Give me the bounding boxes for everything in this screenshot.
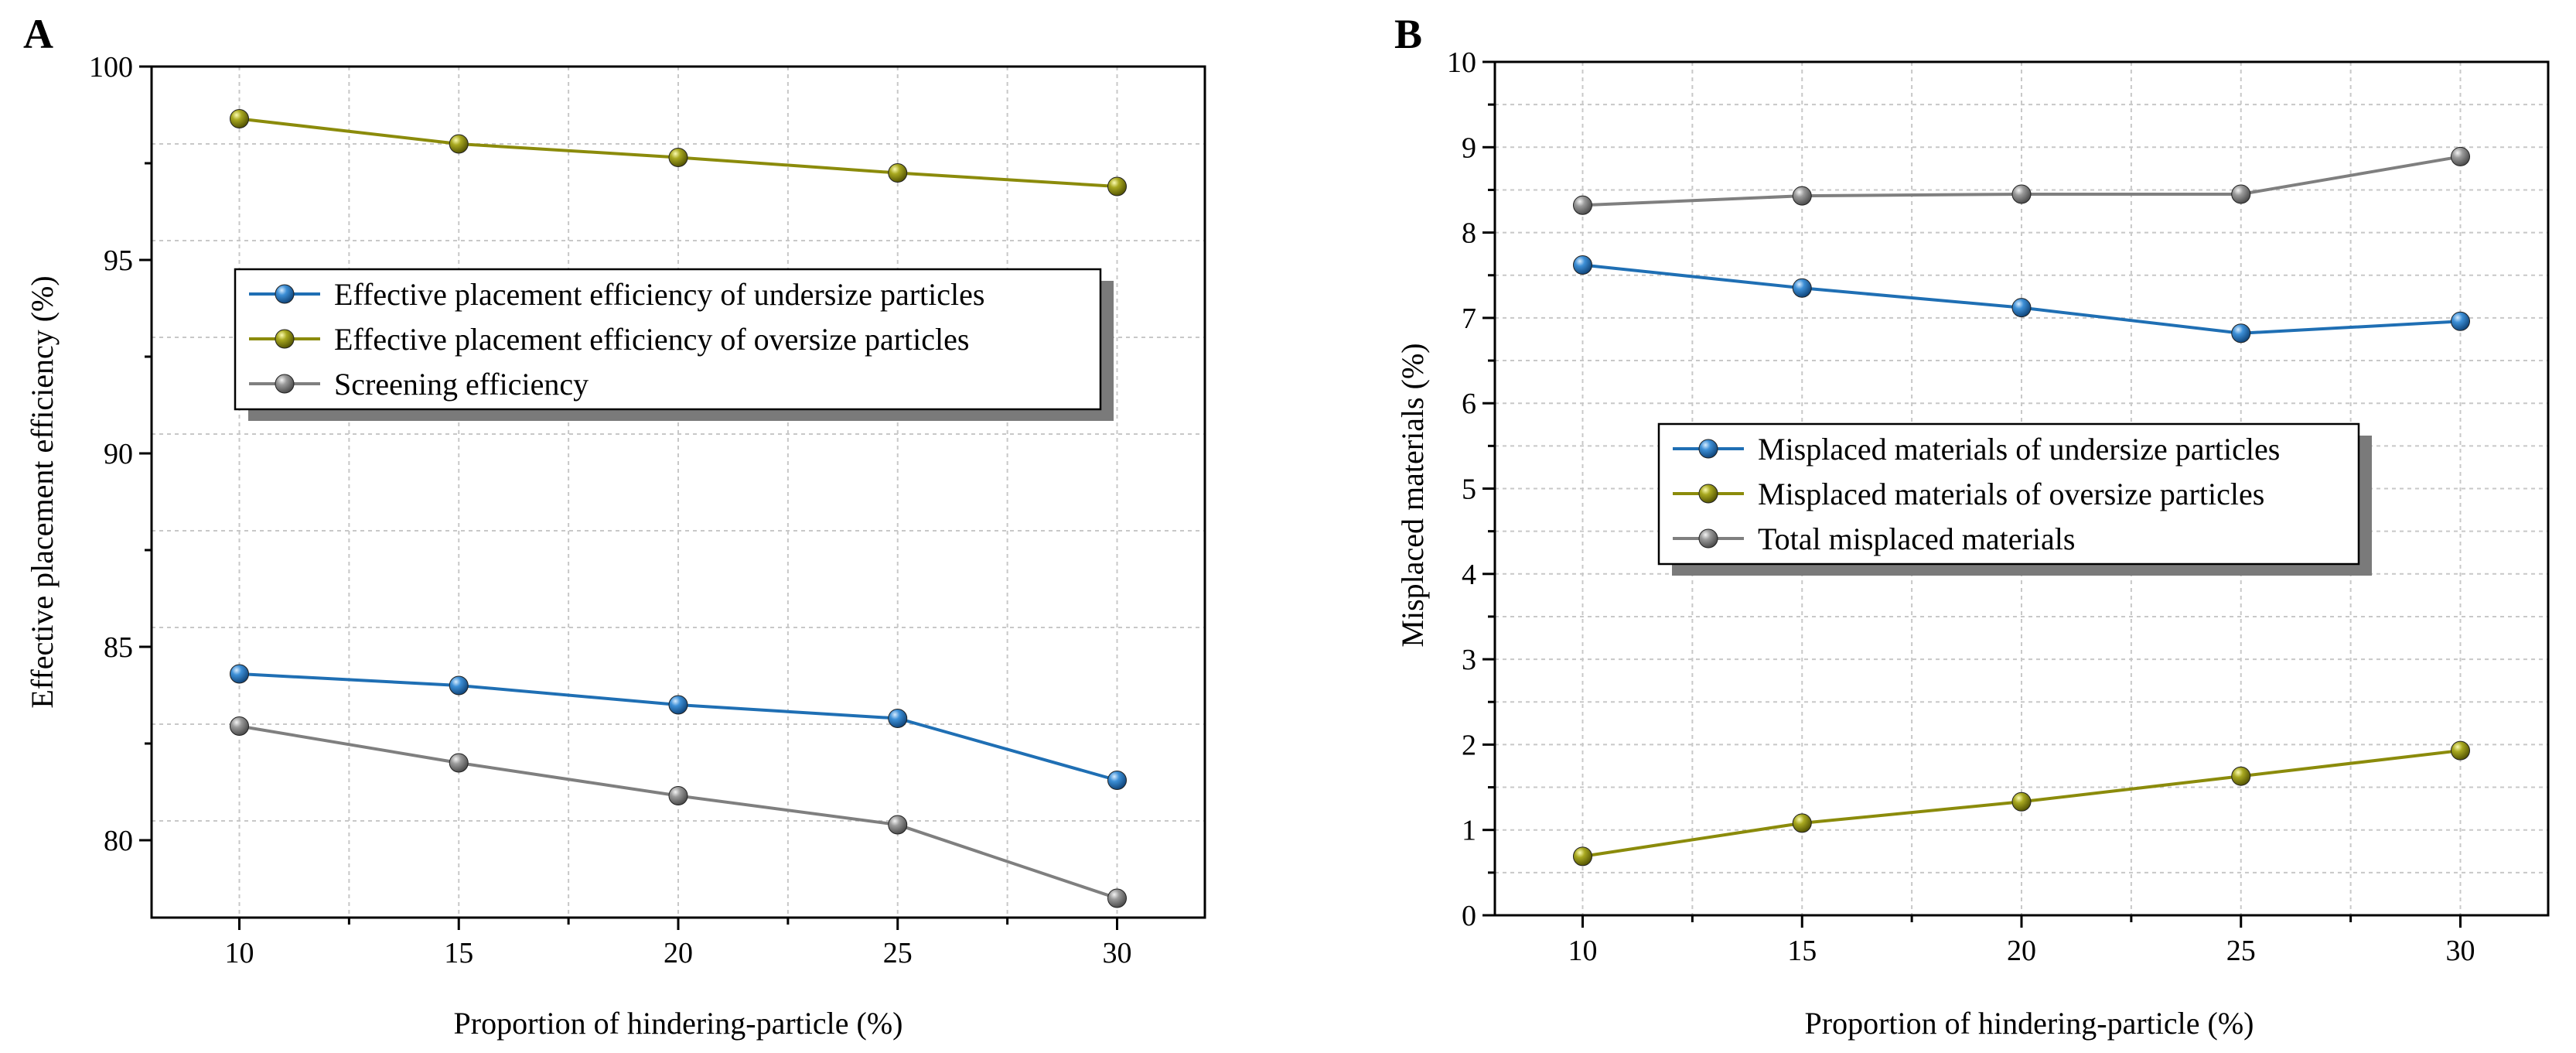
- panel-b-x-axis-title: Proportion of hindering-particle (%): [1805, 1006, 2254, 1041]
- data-point: [2011, 184, 2032, 204]
- data-point: [1792, 278, 1812, 298]
- legend-marker: [1698, 439, 1718, 459]
- x-tick-label: 30: [1103, 937, 1132, 969]
- panel-b-series: [1573, 146, 2470, 867]
- x-tick-label: 10: [1568, 935, 1598, 967]
- data-point: [888, 709, 908, 728]
- panel-b-y-axis-title: Misplaced materials (%): [1395, 343, 1430, 647]
- data-point: [2451, 740, 2470, 761]
- x-tick-label: 25: [883, 937, 913, 969]
- y-tick-label: 0: [1462, 900, 1476, 932]
- x-tick-label: 15: [444, 937, 473, 969]
- y-tick-label: 5: [1462, 474, 1476, 506]
- legend-marker: [1698, 484, 1718, 504]
- panel-a-ticks: 10 15 20 25 30 80 85 90 95 100: [89, 51, 1132, 969]
- legend-label: Total misplaced materials: [1758, 521, 2075, 556]
- legend-marker: [275, 374, 295, 394]
- data-point: [668, 786, 688, 805]
- data-point: [2011, 791, 2032, 812]
- x-tick-label: 20: [2007, 935, 2036, 967]
- panel-b-legend: Misplaced materials of undersize particl…: [1657, 422, 2372, 576]
- legend-label: Effective placement efficiency of unders…: [334, 277, 984, 312]
- panel-a-series: [230, 109, 1127, 908]
- panel-b: B 10 15 20 25 30 0 1 2 3 4 5 6 7 8 9 10 Proportion of h…: [1394, 11, 2550, 1041]
- y-tick-label: 9: [1462, 132, 1476, 164]
- panel-a-x-axis-title: Proportion of hindering-particle (%): [454, 1006, 903, 1041]
- y-tick-label: 95: [104, 244, 133, 277]
- data-point: [1573, 255, 1592, 275]
- data-point: [888, 815, 908, 835]
- x-tick-label: 30: [2446, 935, 2475, 967]
- legend-marker: [275, 284, 295, 304]
- data-point: [2231, 323, 2251, 344]
- legend-box: [234, 268, 1102, 411]
- data-point: [2231, 184, 2251, 204]
- panel-a-y-axis-title: Effective placement efficiency (%): [25, 275, 60, 708]
- data-point: [449, 134, 469, 154]
- x-tick-label: 10: [225, 937, 254, 969]
- x-tick-label: 20: [664, 937, 693, 969]
- y-tick-label: 7: [1462, 303, 1476, 335]
- data-point: [668, 695, 688, 715]
- y-tick-label: 6: [1462, 388, 1476, 420]
- data-point: [1573, 846, 1592, 867]
- y-tick-label: 2: [1462, 729, 1476, 761]
- y-tick-label: 85: [104, 631, 133, 664]
- data-point: [449, 753, 469, 773]
- y-tick-label: 100: [89, 51, 133, 84]
- legend-marker: [1698, 528, 1718, 549]
- data-point: [2011, 298, 2032, 318]
- data-point: [449, 675, 469, 696]
- y-tick-label: 10: [1447, 46, 1476, 79]
- data-point: [1107, 888, 1127, 908]
- panel-b-ticks: 10 15 20 25 30 0 1 2 3 4 5 6 7 8 9 10: [1447, 46, 2475, 967]
- data-point: [2231, 766, 2251, 786]
- data-point: [668, 148, 688, 167]
- data-point: [1792, 813, 1812, 833]
- y-tick-label: 80: [104, 825, 133, 857]
- y-tick-label: 90: [104, 438, 133, 470]
- x-tick-label: 25: [2226, 935, 2256, 967]
- data-point: [1107, 771, 1127, 790]
- data-point: [1107, 176, 1127, 197]
- legend-label: Misplaced materials of undersize particl…: [1758, 432, 2280, 467]
- legend-label: Effective placement efficiency of oversi…: [334, 322, 969, 357]
- panel-a-letter: A: [23, 11, 53, 57]
- panel-a: A 10 15 20 25 30 80 85 90 95 100 Proportion of hi…: [23, 11, 1206, 1041]
- panel-b-letter: B: [1394, 11, 1422, 57]
- y-tick-label: 8: [1462, 217, 1476, 250]
- data-point: [2451, 311, 2470, 331]
- panel-a-legend: Effective placement efficiency of unders…: [234, 268, 1114, 421]
- x-tick-label: 15: [1787, 935, 1817, 967]
- y-tick-label: 3: [1462, 644, 1476, 676]
- data-point: [2451, 146, 2470, 166]
- data-point: [230, 109, 249, 128]
- data-point: [1573, 195, 1592, 215]
- legend-label: Misplaced materials of oversize particle…: [1758, 477, 2264, 511]
- y-tick-label: 4: [1462, 559, 1476, 591]
- legend-box: [1657, 422, 2360, 566]
- y-tick-label: 1: [1462, 815, 1476, 847]
- legend-label: Screening efficiency: [334, 367, 589, 402]
- data-point: [888, 163, 908, 183]
- data-point: [230, 716, 249, 736]
- data-point: [230, 664, 249, 684]
- legend-marker: [275, 329, 295, 349]
- data-point: [1792, 186, 1812, 206]
